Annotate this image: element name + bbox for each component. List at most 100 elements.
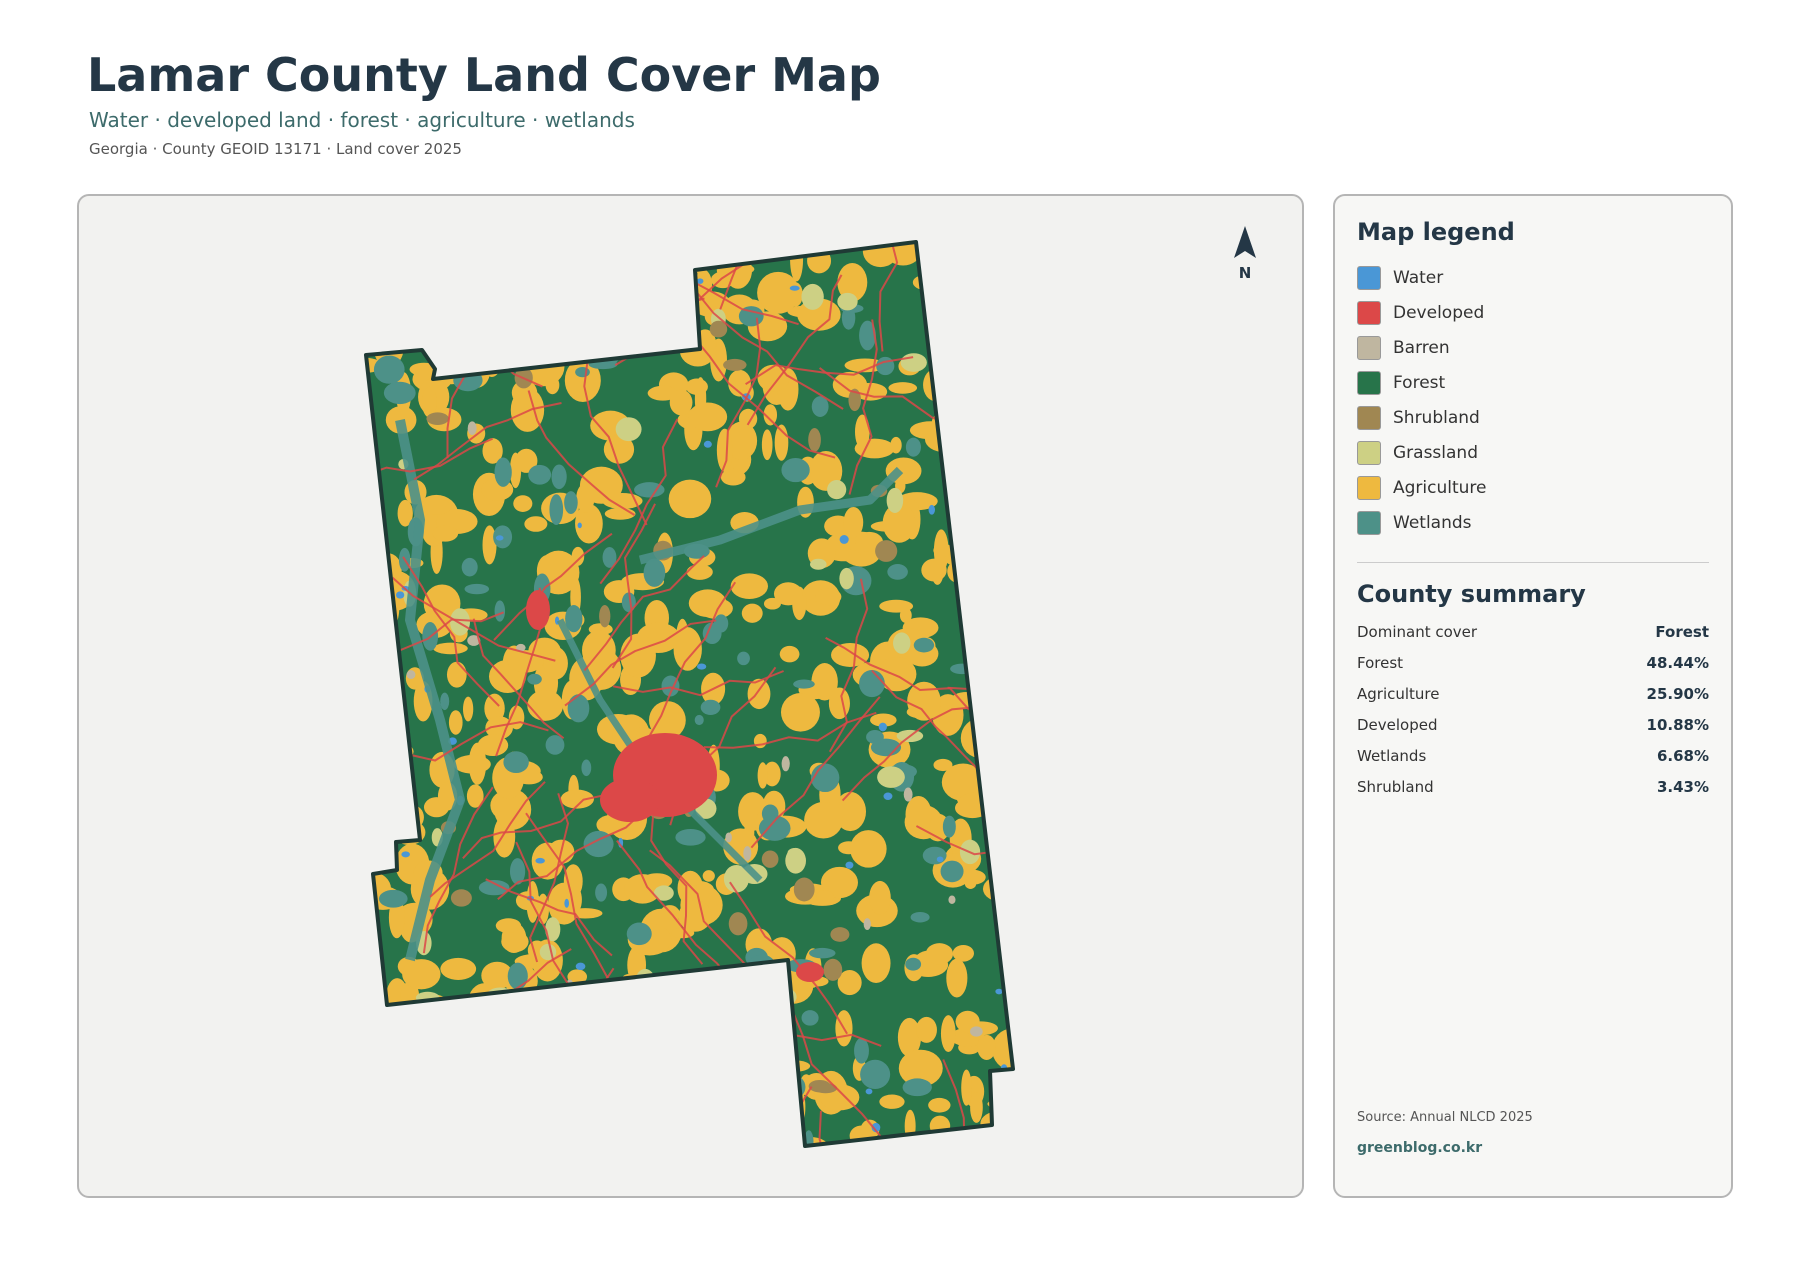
cover-patch: [933, 396, 964, 414]
cover-patch: [374, 705, 382, 714]
cover-patch: [970, 1026, 983, 1037]
cover-patch: [716, 428, 733, 473]
cover-patch: [999, 526, 1013, 546]
cover-patch: [845, 861, 854, 869]
cover-patch: [981, 739, 996, 769]
cover-patch: [757, 762, 768, 789]
cover-patch: [741, 603, 763, 623]
cover-patch: [533, 1116, 544, 1130]
summary-label: Dominant cover: [1357, 622, 1478, 641]
summary-label: Forest: [1357, 653, 1404, 672]
cover-patch: [963, 436, 986, 476]
legend-swatch: [1357, 265, 1381, 290]
cover-patch: [575, 962, 586, 971]
cover-patch: [823, 958, 843, 981]
legend-item: Wetlands: [1357, 505, 1707, 540]
cover-patch: [738, 1081, 781, 1119]
road: [649, 849, 756, 976]
town-patch: [526, 590, 550, 630]
cover-patch: [620, 633, 656, 678]
cover-patch: [515, 448, 538, 473]
road: [529, 793, 570, 963]
wetland-corridor: [638, 466, 904, 565]
cover-patch: [366, 627, 388, 654]
cover-patch: [730, 573, 769, 600]
legend-label: Water: [1393, 267, 1444, 288]
cover-patch: [878, 722, 887, 732]
cover-patch: [976, 348, 1006, 378]
cover-patch: [905, 795, 932, 833]
cover-patch: [839, 567, 854, 590]
cover-patch: [533, 1101, 568, 1139]
legend-item: Water: [1357, 260, 1707, 295]
cover-patch: [988, 533, 1005, 561]
cover-patch: [540, 1091, 580, 1134]
cover-patch: [729, 1090, 753, 1116]
cover-patch: [366, 318, 374, 351]
cover-patch: [417, 1020, 445, 1037]
title: Lamar County Land Cover Map: [87, 48, 881, 102]
cover-patch: [584, 293, 602, 316]
cover-patch: [485, 716, 513, 740]
cover-patch: [455, 1085, 467, 1127]
cover-patch: [549, 494, 564, 526]
cover-patch: [778, 1060, 811, 1072]
cover-patch: [1003, 471, 1013, 503]
cover-patch: [865, 1088, 873, 1095]
cover-patch: [582, 1059, 606, 1087]
cover-patch: [781, 457, 810, 483]
cover-patch: [723, 864, 749, 893]
cover-patch: [1016, 1031, 1022, 1040]
cover-patch: [458, 323, 498, 336]
cover-patch: [709, 320, 728, 338]
cover-patch: [508, 306, 524, 322]
cover-patch: [583, 830, 614, 858]
cover-patch: [695, 977, 734, 1021]
cover-patch: [723, 358, 747, 371]
cover-patch: [897, 1017, 922, 1057]
cover-patch: [859, 670, 885, 698]
cover-patch: [366, 704, 379, 746]
cover-patch: [366, 1055, 384, 1069]
cover-patch: [477, 242, 505, 264]
legend-item: Developed: [1357, 295, 1707, 330]
legend-item: Grassland: [1357, 435, 1707, 470]
road: [402, 556, 500, 707]
cover-patch: [769, 1029, 780, 1057]
cover-patch: [609, 244, 640, 284]
cover-patch: [861, 943, 891, 984]
cover-patch: [652, 257, 676, 295]
road: [413, 402, 562, 481]
cover-patch: [754, 1007, 771, 1051]
cover-patch: [461, 557, 478, 577]
cover-patch: [692, 977, 699, 983]
cover-patch: [985, 303, 1013, 335]
cover-patch: [877, 766, 905, 788]
cover-patch: [418, 248, 450, 265]
cover-patch: [507, 962, 528, 990]
cover-patch: [700, 699, 721, 716]
cover-patch: [965, 242, 976, 265]
cover-patch: [680, 1086, 689, 1101]
cover-patch: [748, 1125, 762, 1146]
cover-patch: [557, 250, 569, 269]
cover-patch: [666, 1004, 709, 1044]
cover-patch: [696, 278, 704, 284]
cover-patch: [462, 696, 474, 722]
cover-patch: [373, 355, 405, 384]
summary-row: Developed 10.88%: [1357, 709, 1709, 740]
road: [422, 786, 494, 954]
cover-patch: [977, 1034, 996, 1060]
road: [493, 532, 613, 641]
cover-patch: [630, 1123, 647, 1146]
cover-patch: [747, 678, 771, 710]
cover-patch: [482, 318, 514, 331]
cover-patch: [928, 504, 936, 515]
cover-patch: [440, 957, 477, 980]
cover-patch: [630, 981, 653, 1006]
cover-patch: [482, 438, 503, 464]
cover-patch: [781, 756, 790, 772]
cover-patch: [703, 440, 712, 448]
divider: [1357, 562, 1709, 563]
cover-patch: [850, 830, 887, 868]
